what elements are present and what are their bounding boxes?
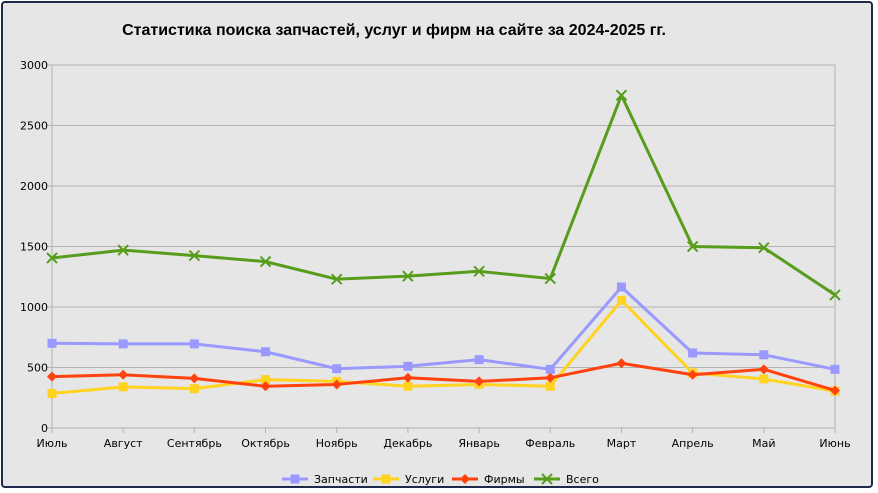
series-3-point — [830, 385, 840, 396]
y-tick-label: 2000 — [20, 180, 48, 193]
series-1-point — [474, 355, 484, 365]
series-2-point — [261, 375, 271, 385]
series-2-point — [759, 374, 769, 384]
x-tick-label: Январь — [458, 437, 500, 450]
x-tick-label: Сентябрь — [167, 437, 222, 450]
legend-label: Услуги — [405, 473, 444, 486]
series-4-point — [758, 242, 770, 254]
legend-marker — [460, 474, 470, 484]
y-tick-label: 2500 — [20, 120, 48, 133]
series-1-point — [759, 350, 769, 360]
series-2 — [47, 295, 840, 399]
plot-area — [46, 89, 841, 399]
series-1-point — [189, 339, 199, 349]
series-4-point — [686, 240, 699, 253]
series-3-point — [616, 358, 627, 369]
legend-label: Всего — [566, 473, 599, 486]
series-1-point — [261, 347, 271, 357]
legend-marker — [381, 474, 391, 484]
series-1-point — [403, 361, 413, 371]
y-tick-label: 500 — [27, 362, 48, 375]
series-1-point — [616, 282, 626, 292]
series-1 — [47, 282, 840, 374]
series-1-point — [332, 364, 342, 374]
y-tick-label: 1000 — [20, 301, 48, 314]
series-4-point — [117, 244, 129, 256]
x-tick-label: Февраль — [525, 437, 575, 450]
x-tick-label: Декабрь — [383, 437, 432, 450]
series-4 — [46, 89, 841, 301]
x-axis: Июль Август Сентябрь Октябрь Ноябрь Декабрь Ян… — [36, 428, 851, 450]
series-3-point — [189, 373, 200, 384]
series-3-point — [758, 364, 769, 375]
legend: Запчасти Услуги Фирмы Всего — [282, 473, 599, 486]
series-2-point — [118, 382, 128, 392]
x-tick-label: Апрель — [672, 437, 714, 450]
series-3-point — [260, 381, 271, 392]
y-axis: 0 500 1000 1500 2000 2500 3000 — [20, 59, 52, 435]
legend-item-3: Фирмы — [452, 473, 525, 486]
series-4-point — [544, 272, 556, 285]
series-1-point — [688, 348, 698, 358]
series-3-line — [51, 361, 836, 392]
series-3-point — [118, 369, 129, 380]
series-2-point — [616, 295, 626, 305]
legend-item-1: Запчасти — [282, 473, 368, 486]
series-2-point — [189, 384, 199, 394]
series-4-point — [473, 265, 485, 278]
y-tick-label: 0 — [41, 422, 48, 435]
y-tick-label: 1500 — [20, 241, 48, 254]
series-3-point — [402, 372, 413, 383]
x-tick-label: Май — [752, 437, 775, 450]
series-4-point — [402, 270, 414, 282]
series-1-line — [51, 285, 836, 371]
series-3-point — [687, 369, 698, 380]
series-4-point — [188, 249, 201, 262]
series-3-point — [47, 371, 57, 382]
legend-item-2: Услуги — [373, 473, 444, 486]
legend-label: Фирмы — [484, 473, 525, 486]
series-4-point — [259, 255, 272, 268]
series-3-point — [331, 379, 342, 390]
y-tick-label: 3000 — [20, 59, 48, 72]
series-2-point — [545, 381, 555, 391]
series-3-point — [474, 376, 485, 387]
chart-title: Статистика поиска запчастей, услуг и фир… — [122, 22, 666, 39]
series-4-line — [51, 93, 836, 297]
legend-marker — [541, 473, 553, 485]
x-tick-label: Октябрь — [241, 437, 290, 450]
series-2-point — [403, 381, 413, 391]
series-4-point — [46, 252, 58, 264]
series-1-point — [830, 364, 840, 374]
series-1-point — [545, 364, 555, 374]
legend-label: Запчасти — [314, 473, 368, 486]
x-tick-label: Июль — [36, 437, 67, 450]
x-tick-label: Март — [607, 437, 637, 450]
series-2-point — [47, 389, 57, 399]
series-4-point — [331, 273, 343, 285]
x-tick-label: Июнь — [819, 437, 850, 450]
series-3-point — [545, 372, 556, 383]
series-4-point — [615, 89, 628, 101]
x-tick-label: Август — [104, 437, 143, 450]
series-3 — [47, 358, 840, 396]
series-4-point — [829, 289, 841, 301]
legend-item-4: Всего — [534, 473, 599, 486]
legend-marker — [290, 474, 300, 484]
series-1-point — [47, 338, 57, 348]
x-tick-label: Ноябрь — [316, 437, 358, 450]
series-1-point — [118, 339, 128, 349]
